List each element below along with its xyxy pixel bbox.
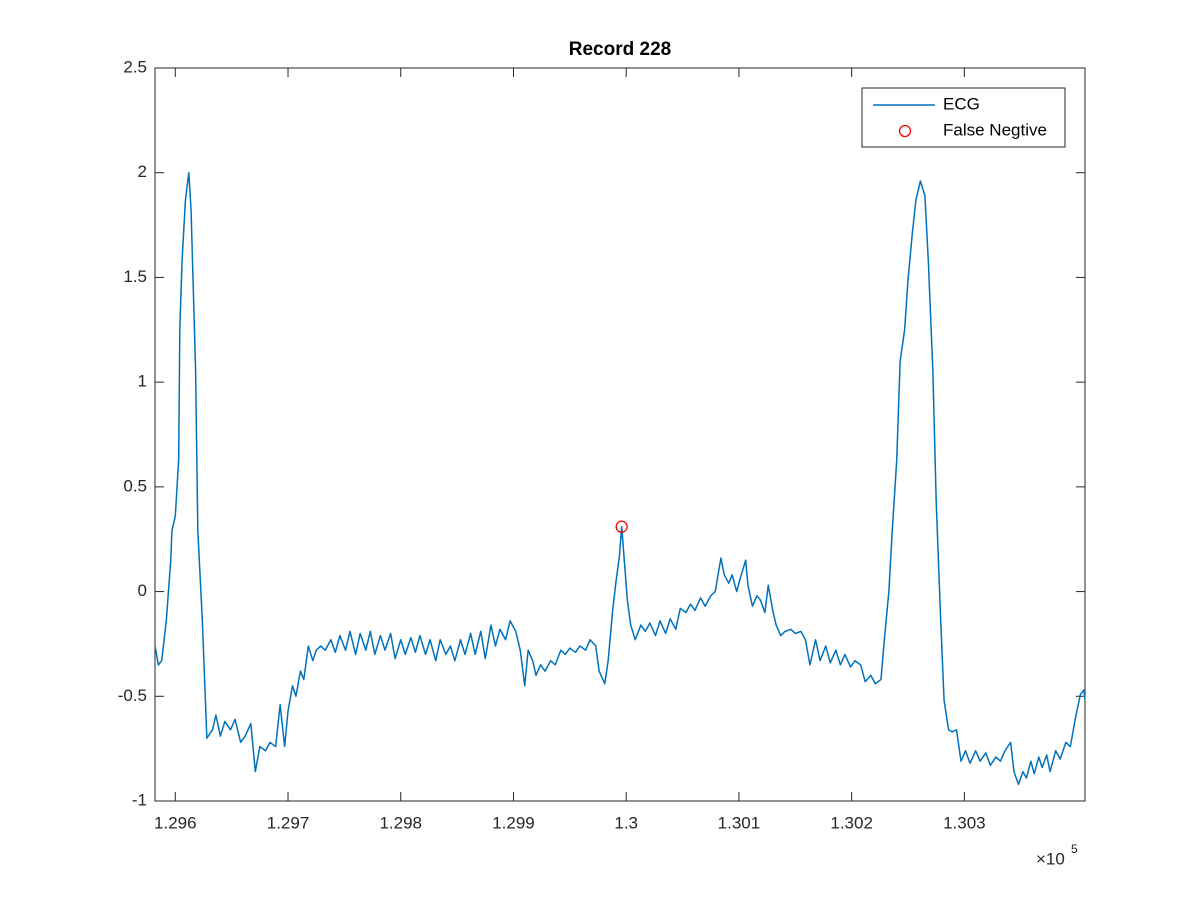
legend-label: False Negtive xyxy=(943,120,1047,139)
x-tick-label: 1.296 xyxy=(154,813,197,832)
ecg-line xyxy=(154,171,1086,785)
plot-box xyxy=(154,67,1086,802)
y-tick-label: 1.5 xyxy=(123,267,147,286)
x-tick-label: 1.299 xyxy=(492,813,535,832)
x-tick-label: 1.301 xyxy=(718,813,761,832)
y-tick-label: 1 xyxy=(138,372,147,391)
x-tick-label: 1.303 xyxy=(943,813,986,832)
y-tick-label: 0.5 xyxy=(123,476,147,495)
y-tick-label: -1 xyxy=(132,790,147,809)
marker xyxy=(615,520,628,533)
chart-title: Record 228 xyxy=(569,39,671,60)
x-tick-label: 1.297 xyxy=(267,813,310,832)
x-tick-label: 1.298 xyxy=(379,813,422,832)
legend-marker xyxy=(898,124,912,138)
y-tick-label: 0 xyxy=(138,581,147,600)
x-tick-label: 1.3 xyxy=(614,813,638,832)
x-scale-exponent: 5 xyxy=(1071,842,1078,856)
legend-box xyxy=(861,87,1066,148)
y-tick-label: 2 xyxy=(138,162,147,181)
y-tick-label: -0.5 xyxy=(118,686,147,705)
y-tick-label: 2.5 xyxy=(123,57,147,76)
legend-label: ECG xyxy=(943,94,980,113)
x-scale-base: ×10 xyxy=(1036,849,1065,868)
x-tick-label: 1.302 xyxy=(830,813,873,832)
